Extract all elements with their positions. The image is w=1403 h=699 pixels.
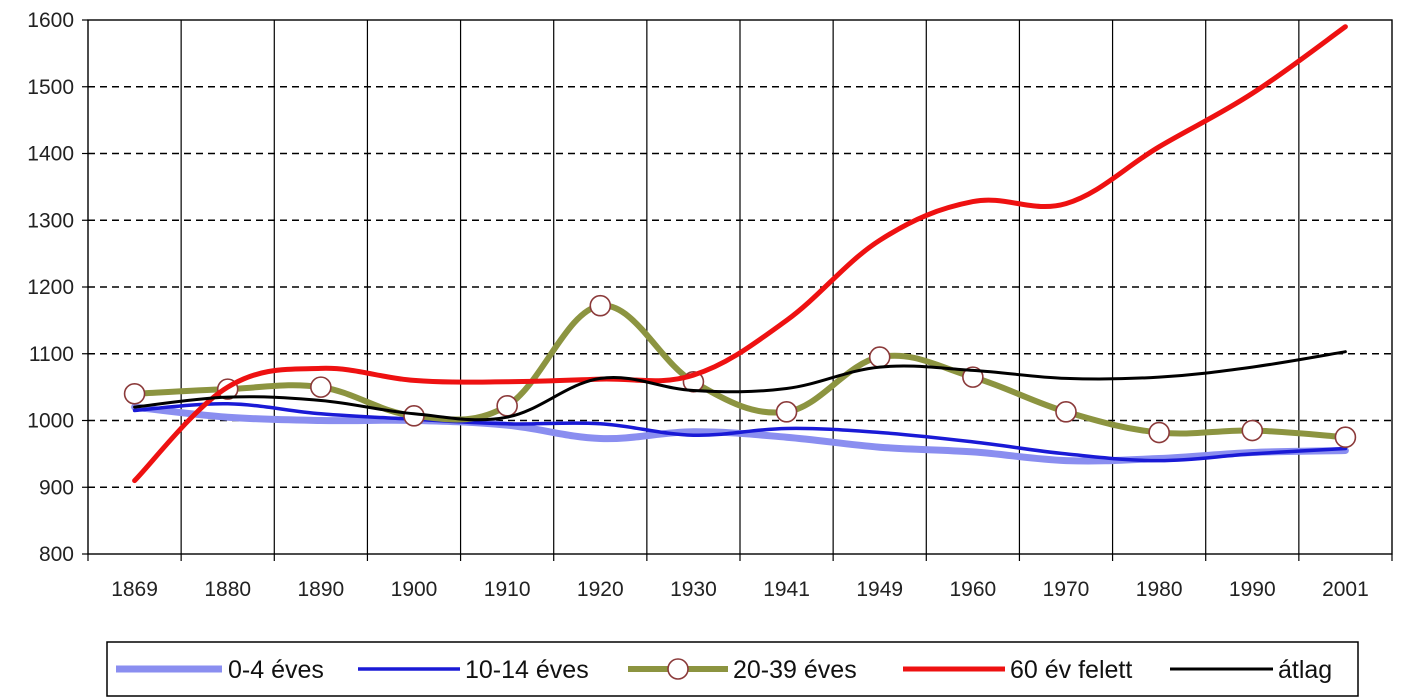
series-1	[132, 402, 1348, 463]
x-tick-label: 1890	[297, 578, 344, 601]
y-tick-label: 1000	[27, 410, 74, 433]
legend-box	[106, 641, 1359, 697]
x-tick-label: 1869	[111, 578, 158, 601]
x-tick-label: 1930	[670, 578, 717, 601]
data-point-marker	[123, 382, 146, 405]
data-point-marker	[1148, 421, 1170, 444]
legend-label: 10-14 éves	[465, 656, 589, 684]
series-line	[131, 302, 1349, 441]
legend-label: 20-39 éves	[733, 656, 857, 684]
legend-label: átlag	[1278, 656, 1332, 684]
data-point-marker	[775, 401, 798, 423]
y-tick-label: 1400	[27, 143, 74, 166]
chart-grid	[88, 20, 1392, 554]
data-point-marker	[589, 294, 612, 317]
y-tick-label: 1200	[27, 276, 74, 299]
legend-entry: 10-14 éves	[358, 656, 589, 684]
x-tick-label: 1990	[1229, 578, 1276, 601]
series-layer	[123, 24, 1357, 484]
legend-entry: 60 év felett	[903, 656, 1132, 684]
x-tick-label: 1980	[1136, 578, 1183, 601]
y-tick-label: 1600	[27, 9, 74, 32]
x-tick-label: 1941	[763, 578, 810, 601]
x-tick-label: 1910	[484, 578, 531, 601]
x-tick-label: 2001	[1322, 578, 1369, 601]
data-point-marker	[1055, 401, 1077, 423]
series-line	[132, 24, 1348, 484]
series-line	[132, 402, 1348, 463]
chart-legend: 0-4 éves 10-14 éves 20-39 éves 60 év felett…	[106, 641, 1359, 697]
legend-marker	[667, 658, 689, 680]
x-tick-label: 1900	[391, 578, 438, 601]
legend-label: 60 év felett	[1010, 656, 1132, 684]
y-tick-label: 900	[39, 476, 74, 499]
x-tick-label: 1970	[1043, 578, 1090, 601]
x-tick-label: 1960	[949, 578, 996, 601]
legend-label: 0-4 éves	[228, 656, 324, 684]
legend-entry: átlag	[1170, 656, 1332, 684]
series-line	[133, 350, 1347, 422]
legend-entry: 0-4 éves	[116, 656, 324, 684]
y-tick-label: 1300	[27, 209, 74, 232]
data-point-marker	[1241, 419, 1264, 442]
x-tick-label: 1920	[577, 578, 624, 601]
y-tick-label: 1500	[27, 76, 74, 99]
legend-entry: 20-39 éves	[628, 656, 857, 684]
y-tick-label: 1100	[29, 343, 74, 366]
data-point-marker	[868, 346, 891, 368]
x-tick-label: 1949	[856, 578, 903, 601]
data-point-marker	[1334, 426, 1357, 448]
series-4	[133, 350, 1347, 422]
y-tick-label: 800	[39, 543, 74, 566]
x-tick-label: 1880	[204, 578, 251, 601]
data-point-marker	[496, 395, 518, 417]
chart-axes: 800 900 1000 1100 1200 1300 1400 1500 1600 1869 18…	[27, 9, 1393, 601]
data-point-marker	[310, 376, 332, 398]
series-3	[132, 24, 1348, 484]
